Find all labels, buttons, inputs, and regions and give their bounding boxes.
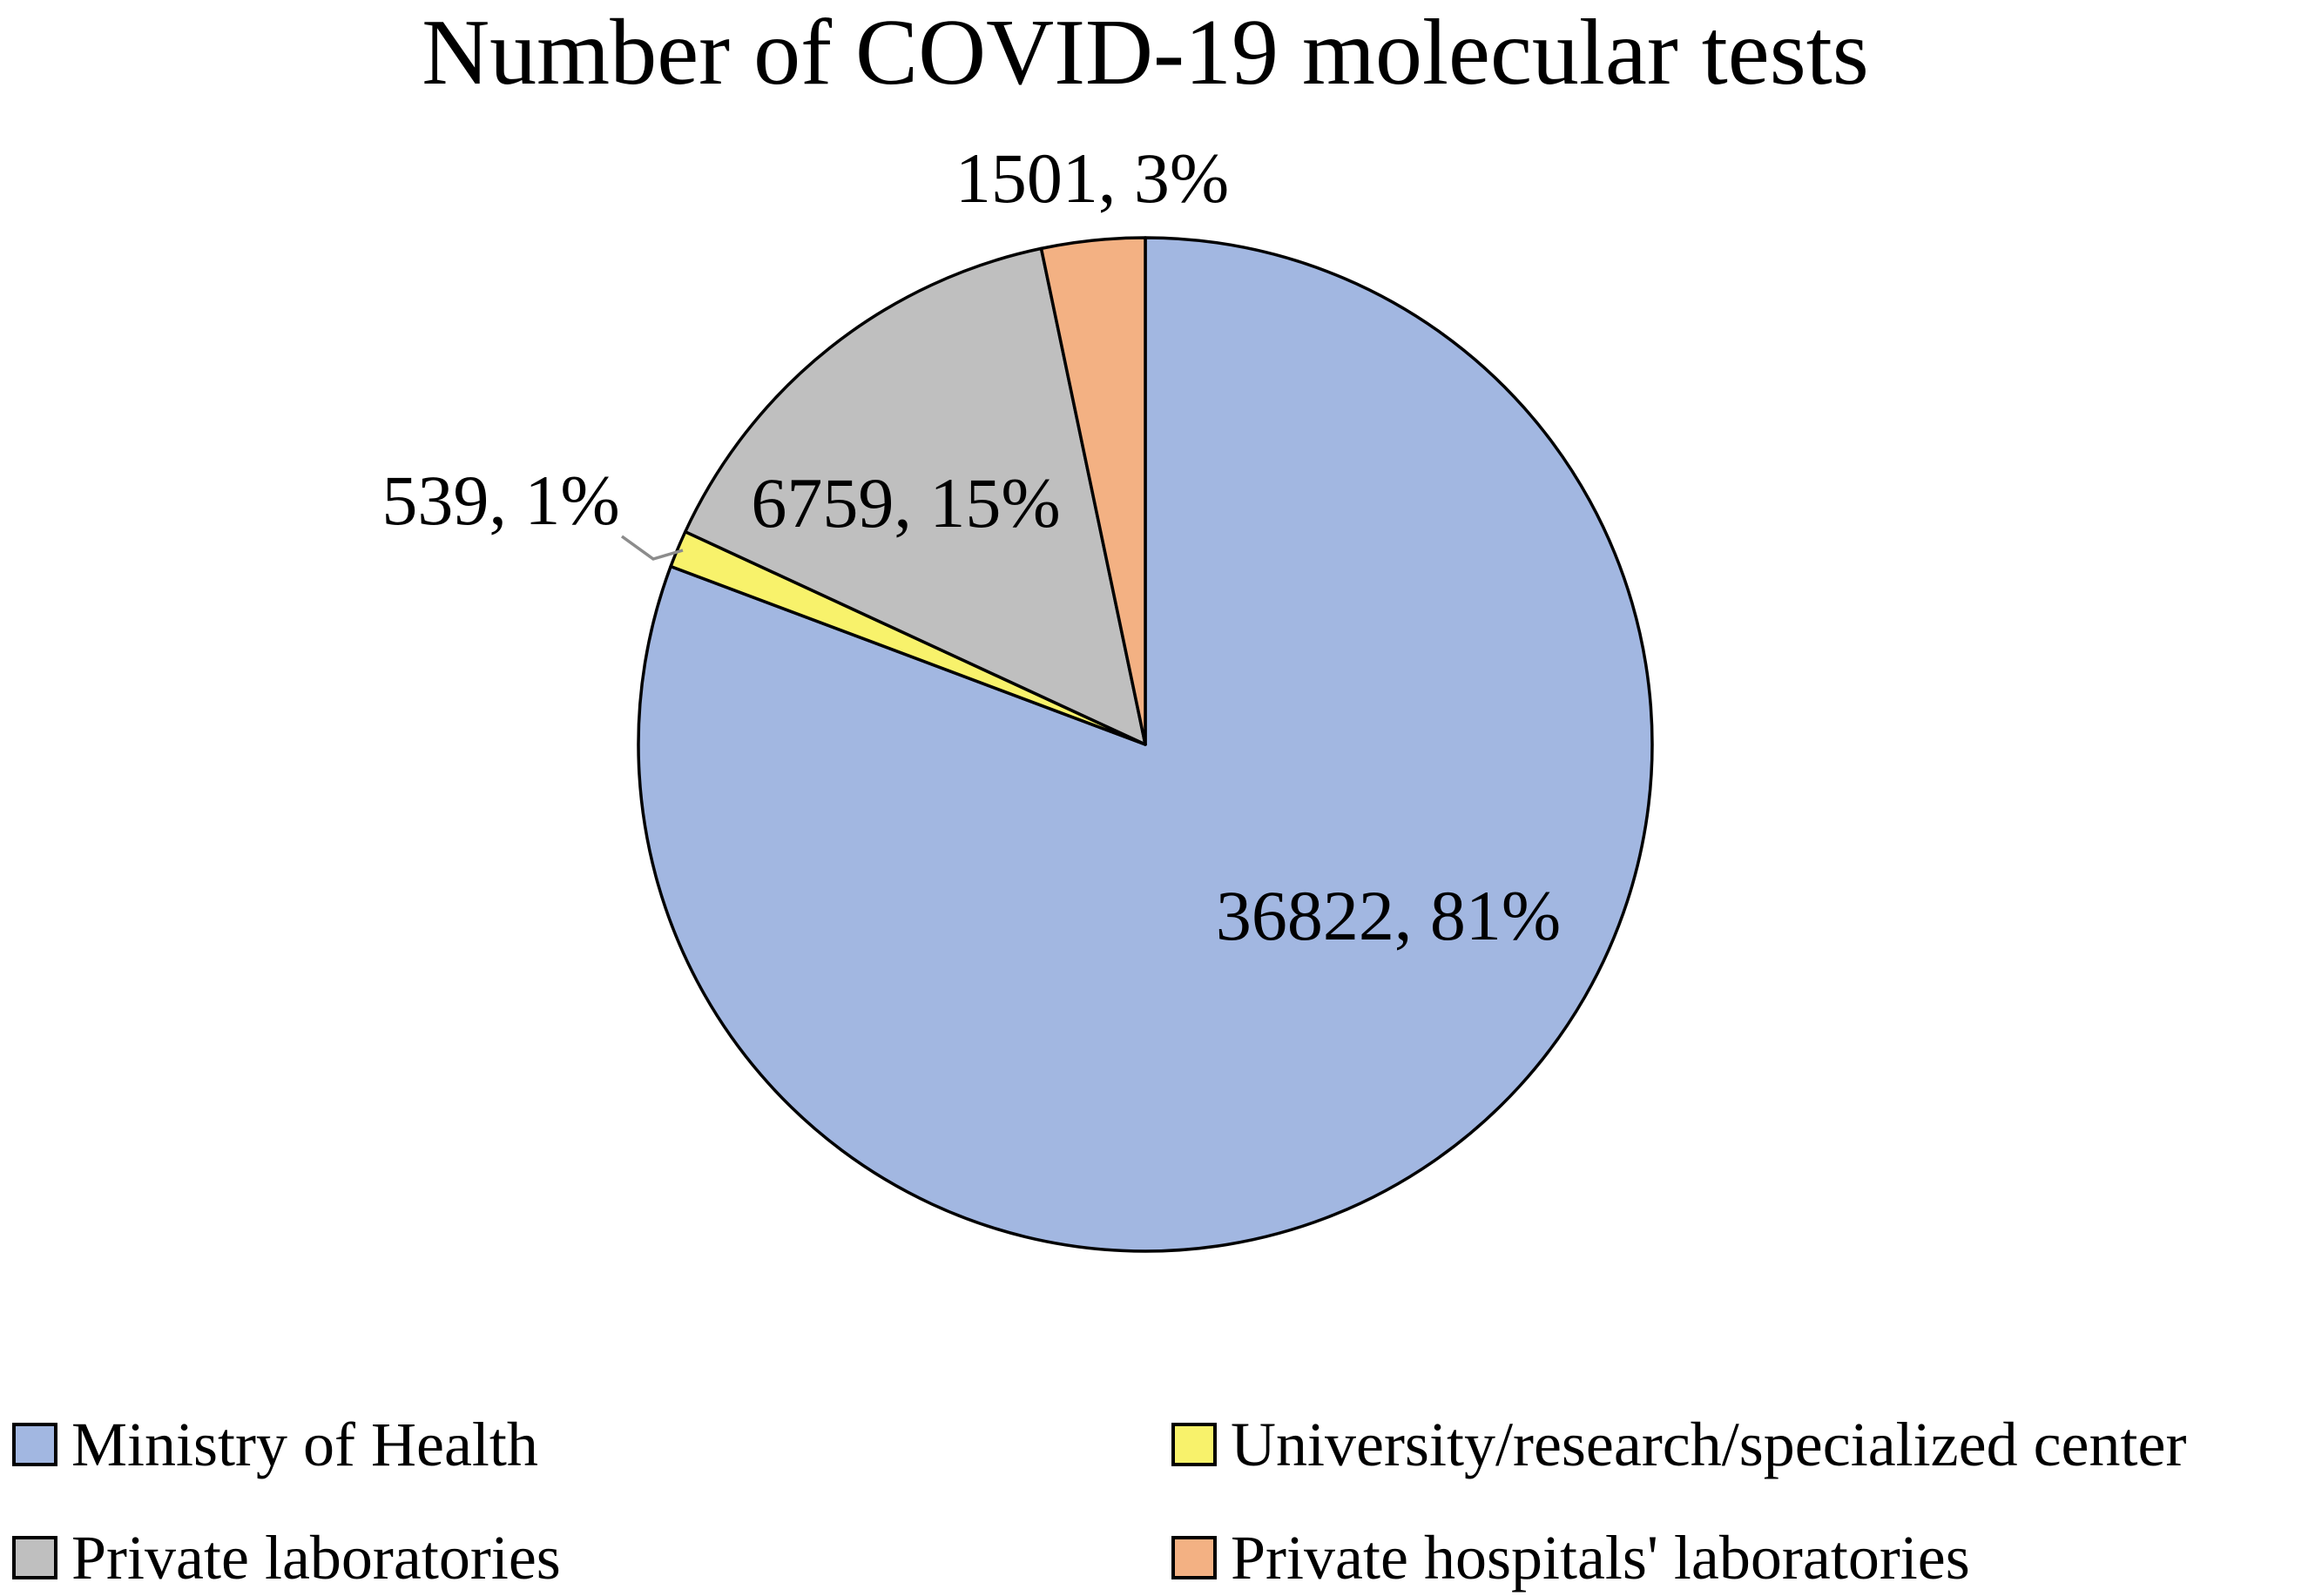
legend-item-private-hospitals-laboratories: Private hospitals' laboratories [1171, 1526, 1970, 1589]
legend-item-ministry-of-health: Ministry of Health [12, 1413, 538, 1476]
data-label-private-hospitals-laboratories: 1501, 3% [955, 138, 1230, 218]
legend-swatch-ministry-of-health [12, 1423, 57, 1466]
legend-label-ministry-of-health: Ministry of Health [71, 1410, 538, 1479]
data-label-ministry-of-health: 36822, 81% [1215, 876, 1562, 955]
pie-slice-2 [684, 246, 1147, 746]
legend-item-university-research-specialized-center: University/research/specialized center [1171, 1413, 2186, 1476]
pie-slices [637, 236, 1654, 1253]
data-label-private-laboratories: 6759, 15% [751, 463, 1061, 542]
legend-label-university-research-specialized-center: University/research/specialized center [1231, 1410, 2187, 1479]
legend-item-private-laboratories: Private laboratories [12, 1526, 561, 1589]
legend-label-private-laboratories: Private laboratories [71, 1523, 561, 1593]
label-leader-line [620, 535, 684, 561]
legend-label-private-hospitals-laboratories: Private hospitals' laboratories [1231, 1523, 1970, 1593]
legend-swatch-university-research-specialized-center [1171, 1423, 1217, 1466]
chart-title: Number of COVID-19 molecular tests [422, 1, 1869, 104]
data-label-university-research-specialized-center: 539, 1% [381, 461, 620, 540]
pie-slice-3 [1039, 236, 1147, 746]
legend-swatch-private-laboratories [12, 1536, 57, 1579]
legend-swatch-private-hospitals-laboratories [1171, 1536, 1217, 1579]
